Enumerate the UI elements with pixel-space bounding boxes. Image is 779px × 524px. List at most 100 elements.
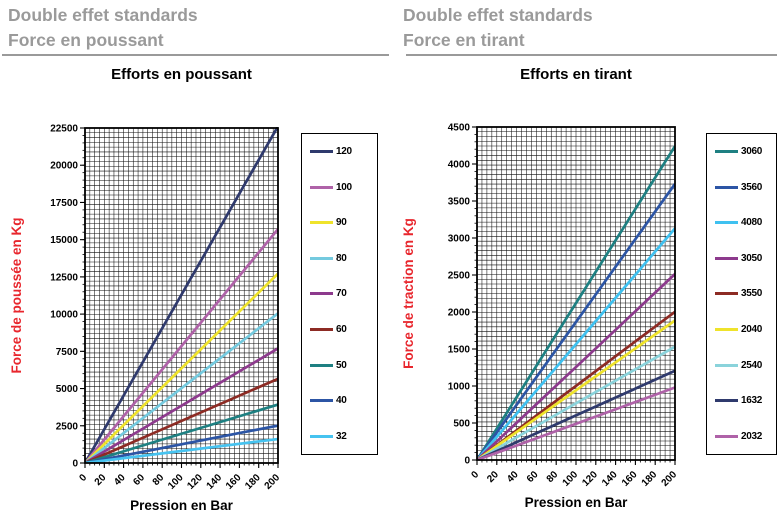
y-tick-label: 4000 xyxy=(448,160,471,171)
legend-item-3550: 3550 xyxy=(707,288,776,299)
legend-swatch-70 xyxy=(310,292,333,296)
legend-item-120: 120 xyxy=(302,146,377,157)
legend-swatch-60 xyxy=(310,328,333,331)
legend-label: 3060 xyxy=(741,146,763,158)
x-tick-label: 160 xyxy=(224,472,244,492)
legend-label: 4080 xyxy=(741,217,763,229)
legend-label: 40 xyxy=(336,395,347,407)
x-tick-label: 20 xyxy=(485,469,501,485)
legend-item-100: 100 xyxy=(302,182,377,193)
series-line-1632 xyxy=(477,369,675,460)
series-line-50 xyxy=(85,403,278,463)
x-tick-label: 160 xyxy=(620,469,640,489)
header-right-line1: Double effet standards xyxy=(403,5,593,25)
header-left-underline xyxy=(2,54,389,56)
legend-swatch-100 xyxy=(310,185,333,189)
x-axis-title: Pression en Bar xyxy=(130,498,234,513)
pull-chart-title: Efforts en tirant xyxy=(520,66,632,83)
series-line-3060 xyxy=(477,145,675,460)
legend-label: 120 xyxy=(336,146,352,158)
header-right-line2: Force en tirant xyxy=(403,30,525,50)
x-tick-label: 120 xyxy=(580,469,600,489)
series-lines xyxy=(85,127,278,463)
series-line-32 xyxy=(85,437,278,463)
legend-label: 2540 xyxy=(741,359,763,371)
y-tick-label: 0 xyxy=(72,459,78,470)
legend-swatch-3560 xyxy=(715,185,738,189)
y-tick-label: 1000 xyxy=(448,382,471,393)
series-line-120 xyxy=(85,127,278,463)
x-tick-label: 200 xyxy=(263,472,283,492)
legend-swatch-4080 xyxy=(715,221,738,225)
legend-label: 32 xyxy=(336,430,347,442)
y-tick-label: 5000 xyxy=(56,384,79,395)
legend-item-2540: 2540 xyxy=(707,360,776,371)
y-tick-label: 12500 xyxy=(50,272,78,283)
y-tick-label: 3000 xyxy=(448,234,471,245)
y-axis: 0 2500 5000 7500 10000 12500 15000 17500 20000 22… xyxy=(50,124,85,470)
legend-label: 3050 xyxy=(741,252,763,264)
legend-item-2040: 2040 xyxy=(707,324,776,335)
y-tick-label: 2000 xyxy=(448,308,471,319)
x-axis: 0 20 40 60 80 100 120 140 160 180 200 xyxy=(469,460,679,489)
legend-item-1632: 1632 xyxy=(707,395,776,406)
y-tick-label: 15000 xyxy=(50,235,78,246)
series-line-2540 xyxy=(477,345,675,460)
x-axis: 0 20 40 60 80 100 120 140 160 180 200 xyxy=(77,463,282,492)
x-tick-label: 40 xyxy=(112,472,128,488)
legend-swatch-50 xyxy=(310,363,333,367)
x-tick-label: 40 xyxy=(505,469,521,485)
legend-label: 60 xyxy=(336,324,347,335)
y-tick-label: 2500 xyxy=(56,421,79,432)
series-line-90 xyxy=(85,272,278,463)
series-line-80 xyxy=(85,312,278,463)
legend-label: 50 xyxy=(336,359,347,371)
header-left-line1: Double effet standards xyxy=(8,5,198,25)
y-axis-title: Force de poussée en Kg xyxy=(9,217,24,373)
x-tick-label: 20 xyxy=(93,472,109,488)
series-line-3560 xyxy=(477,183,675,460)
legend-swatch-2032 xyxy=(715,434,738,438)
y-axis-title: Force de traction en Kg xyxy=(401,218,416,369)
series-line-40 xyxy=(85,424,278,463)
x-tick-label: 200 xyxy=(660,469,680,489)
header-left-line2: Force en poussant xyxy=(8,30,164,50)
legend-item-80: 80 xyxy=(302,253,377,264)
legend-item-2032: 2032 xyxy=(707,431,776,442)
header-left: Double effet standards Force en poussant xyxy=(8,3,198,53)
y-tick-label: 10000 xyxy=(50,310,78,321)
legend-label: 80 xyxy=(336,252,347,264)
series-line-70 xyxy=(85,347,278,463)
x-tick-label: 0 xyxy=(469,469,481,481)
legend-item-50: 50 xyxy=(302,360,377,371)
x-axis-title: Pression en Bar xyxy=(525,495,629,510)
x-tick-label: 0 xyxy=(77,472,89,484)
legend-label: 2040 xyxy=(741,324,763,335)
legend-swatch-32 xyxy=(310,434,333,438)
x-tick-label: 80 xyxy=(151,472,167,488)
legend-label: 1632 xyxy=(741,395,763,407)
y-tick-label: 22500 xyxy=(50,124,78,135)
legend-item-90: 90 xyxy=(302,217,377,228)
y-tick-label: 1500 xyxy=(448,345,471,356)
series-line-3050 xyxy=(477,273,675,460)
x-tick-label: 140 xyxy=(600,469,620,489)
x-tick-label: 60 xyxy=(525,469,541,485)
y-tick-label: 0 xyxy=(464,456,470,467)
legend-item-70: 70 xyxy=(302,288,377,299)
legend-item-3060: 3060 xyxy=(707,146,776,157)
legend-item-4080: 4080 xyxy=(707,217,776,228)
x-tick-label: 100 xyxy=(166,472,186,492)
legend-swatch-2540 xyxy=(715,363,738,367)
y-tick-label: 20000 xyxy=(50,161,78,172)
legend-swatch-3050 xyxy=(715,256,738,260)
legend-label: 3550 xyxy=(741,288,763,300)
pull-chart-legend: 3060 3560 4080 3050 3550 2040 2540 1632 2032 xyxy=(706,133,777,455)
y-tick-label: 3500 xyxy=(448,197,471,208)
header-right: Double effet standards Force en tirant xyxy=(403,3,593,53)
legend-swatch-2040 xyxy=(715,328,738,331)
grid xyxy=(476,126,676,461)
legend-swatch-1632 xyxy=(715,399,738,403)
y-tick-label: 7500 xyxy=(56,347,79,358)
header-right-underline xyxy=(406,54,777,56)
